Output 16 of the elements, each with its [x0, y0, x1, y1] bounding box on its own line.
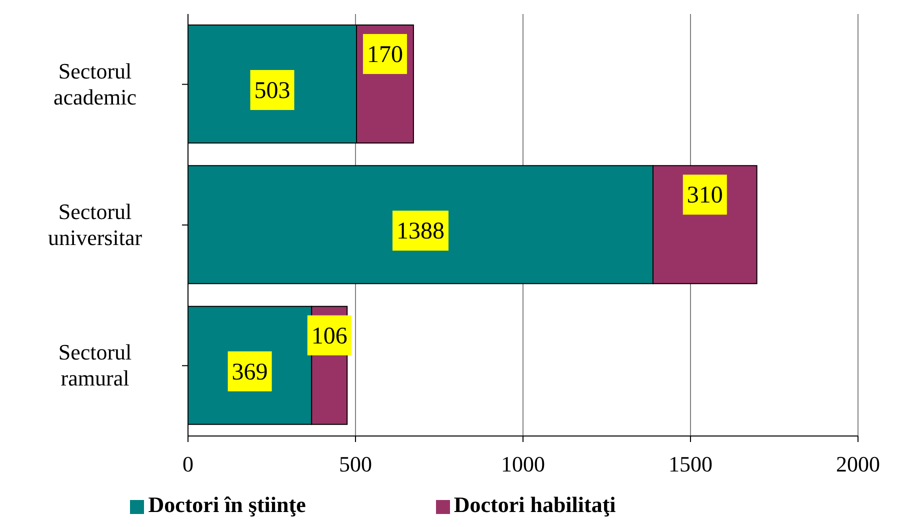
y-tick-label: Sectorul ramural — [58, 340, 132, 391]
data-label: 1388 — [396, 218, 444, 245]
data-label: 170 — [366, 42, 403, 68]
legend-label: Doctori habilitaţi — [454, 492, 616, 517]
data-label: 503 — [254, 78, 290, 104]
data-label: 369 — [232, 359, 268, 386]
x-tick-label: 0 — [182, 452, 194, 477]
y-tick-label: Sectorul academic — [53, 58, 137, 110]
x-tick-label: 1500 — [668, 452, 712, 477]
x-tick-label: 2000 — [836, 452, 880, 477]
x-tick-label: 500 — [339, 452, 372, 477]
x-tick-label: 1000 — [501, 452, 545, 477]
y-tick-label: Sectorul universitar — [48, 199, 143, 250]
data-label: 310 — [686, 182, 723, 209]
legend-label: Doctori în ştiinţe — [148, 492, 306, 517]
data-label: 106 — [311, 323, 348, 350]
